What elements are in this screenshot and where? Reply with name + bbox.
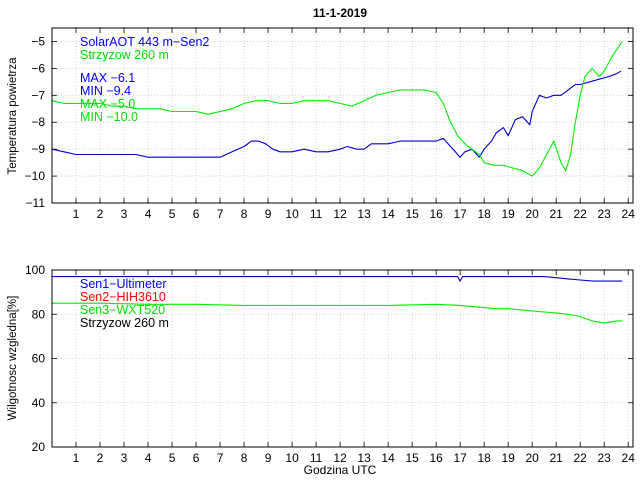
temperature-y-tick-label: −11 — [26, 196, 46, 210]
humidity-x-tick-label: 19 — [501, 451, 515, 465]
humidity-x-tick-label: 23 — [598, 451, 612, 465]
humidity-x-tick-label: 2 — [97, 451, 104, 465]
temperature-x-tick-label: 4 — [145, 207, 152, 221]
temperature-stat-label: MIN −10.0 — [80, 110, 138, 124]
temperature-x-tick-label: 5 — [169, 207, 176, 221]
humidity-legend-entry: Strzyzow 260 m — [80, 316, 169, 330]
humidity-x-tick-label: 1 — [73, 451, 80, 465]
temperature-y-tick-label: −6 — [31, 61, 45, 75]
temperature-legend-entry: Strzyzow 260 m — [80, 48, 169, 62]
humidity-plot-frame — [51, 269, 634, 448]
temperature-series — [51, 41, 623, 177]
temperature-x-tick-label: 9 — [265, 207, 272, 221]
temperature-plot-area — [52, 28, 633, 203]
humidity-x-tick-label: 24 — [622, 451, 636, 465]
temperature-x-tick-label: 24 — [622, 207, 636, 221]
temperature-y-tick-label: −5 — [31, 34, 45, 48]
temperature-x-tick-label: 13 — [357, 207, 371, 221]
humidity-panel: 1 2 3 4 5 6 7 8 9 10 11 12 13 14 15 16 17 18 19 20 21 22 23 242… — [7, 263, 635, 477]
humidity-x-tick-label: 15 — [405, 451, 419, 465]
humidity-x-tick-label: 10 — [285, 451, 299, 465]
humidity-y-tick-label: 40 — [32, 396, 46, 410]
humidity-y-tick-label: 60 — [32, 352, 46, 366]
humidity-legend-entry: Sen2−HIH3610 — [80, 290, 166, 304]
humidity-x-tick-label: 5 — [169, 451, 176, 465]
humidity-series-line-0 — [52, 276, 623, 282]
humidity-legend-entry: Sen1−Ultimeter — [80, 277, 167, 291]
humidity-x-tick-label: 3 — [121, 451, 128, 465]
humidity-y-axis-label: Wilgotnosc wzgledna[%] — [7, 296, 19, 421]
temperature-x-tick-label: 18 — [477, 207, 491, 221]
temperature-ticks: 1 2 3 4 5 6 7 8 9 10 11 12 13 14 15 16 17 18 19 20 21 22 23 24−… — [25, 28, 636, 221]
humidity-legend-entry: Sen3−WXT520 — [80, 303, 165, 317]
temperature-x-tick-label: 7 — [217, 207, 224, 221]
temperature-x-tick-label: 22 — [574, 207, 588, 221]
temperature-x-tick-label: 12 — [333, 207, 347, 221]
humidity-x-tick-label: 7 — [217, 451, 224, 465]
humidity-x-tick-label: 14 — [381, 451, 395, 465]
temperature-plot-frame — [51, 27, 634, 204]
humidity-y-tick-label: 80 — [32, 307, 46, 321]
humidity-x-tick-label: 4 — [145, 451, 152, 465]
humidity-legend: Sen1−UltimeterSen2−HIH3610Sen3−WXT520Str… — [80, 277, 169, 330]
temperature-y-tick-label: −9 — [31, 142, 45, 156]
temperature-x-tick-label: 19 — [501, 207, 515, 221]
temperature-x-tick-label: 2 — [97, 207, 104, 221]
humidity-x-tick-label: 20 — [525, 451, 539, 465]
humidity-x-tick-label: 21 — [549, 451, 563, 465]
humidity-x-tick-label: 22 — [574, 451, 588, 465]
temperature-legend-entry: SolarAOT 443 m−Sen2 — [80, 35, 209, 49]
temperature-x-tick-label: 23 — [598, 207, 612, 221]
temperature-stat-label: MAX −5.0 — [80, 97, 135, 111]
humidity-series — [52, 276, 623, 324]
temperature-x-tick-label: 3 — [121, 207, 128, 221]
temperature-x-tick-label: 16 — [429, 207, 443, 221]
chart-title: 11-1-2019 — [313, 6, 367, 20]
humidity-x-axis-label: Godzina UTC — [304, 463, 377, 477]
temperature-series-line-0 — [51, 70, 622, 158]
humidity-x-tick-label: 18 — [477, 451, 491, 465]
humidity-x-tick-label: 6 — [193, 451, 200, 465]
temperature-y-tick-label: −10 — [25, 169, 46, 183]
temperature-y-tick-label: −8 — [31, 115, 45, 129]
temperature-x-tick-label: 17 — [453, 207, 467, 221]
humidity-series-line-1 — [52, 302, 623, 324]
humidity-x-tick-label: 13 — [357, 451, 371, 465]
temperature-x-tick-label: 21 — [549, 207, 563, 221]
temperature-panel: 1 2 3 4 5 6 7 8 9 10 11 12 13 14 15 16 17 18 19 20 21 22 23 24−… — [7, 27, 636, 221]
humidity-x-tick-label: 12 — [333, 451, 347, 465]
temperature-x-tick-label: 1 — [73, 207, 80, 221]
humidity-y-tick-label: 100 — [25, 263, 45, 277]
temperature-x-tick-label: 6 — [193, 207, 200, 221]
temperature-stat-label: MAX −6.1 — [80, 71, 135, 85]
humidity-x-tick-label: 17 — [453, 451, 467, 465]
temperature-stat-label: MIN −9.4 — [80, 84, 131, 98]
temperature-series-line-1 — [51, 41, 623, 177]
humidity-x-tick-label: 11 — [310, 451, 323, 465]
humidity-y-tick-label: 20 — [32, 440, 46, 454]
temperature-x-tick-label: 11 — [310, 207, 323, 221]
humidity-x-tick-label: 9 — [265, 451, 272, 465]
humidity-x-tick-label: 8 — [241, 451, 248, 465]
temperature-x-tick-label: 14 — [381, 207, 395, 221]
temperature-y-tick-label: −7 — [31, 88, 45, 102]
temperature-y-axis-label: Temperatura powietrza — [7, 57, 19, 175]
temperature-x-tick-label: 8 — [241, 207, 248, 221]
temperature-x-tick-label: 10 — [285, 207, 299, 221]
temperature-x-tick-label: 20 — [525, 207, 539, 221]
humidity-ticks: 1 2 3 4 5 6 7 8 9 10 11 12 13 14 15 16 17 18 19 20 21 22 23 242… — [25, 263, 635, 465]
temperature-x-tick-label: 15 — [405, 207, 419, 221]
humidity-x-tick-label: 16 — [429, 451, 443, 465]
